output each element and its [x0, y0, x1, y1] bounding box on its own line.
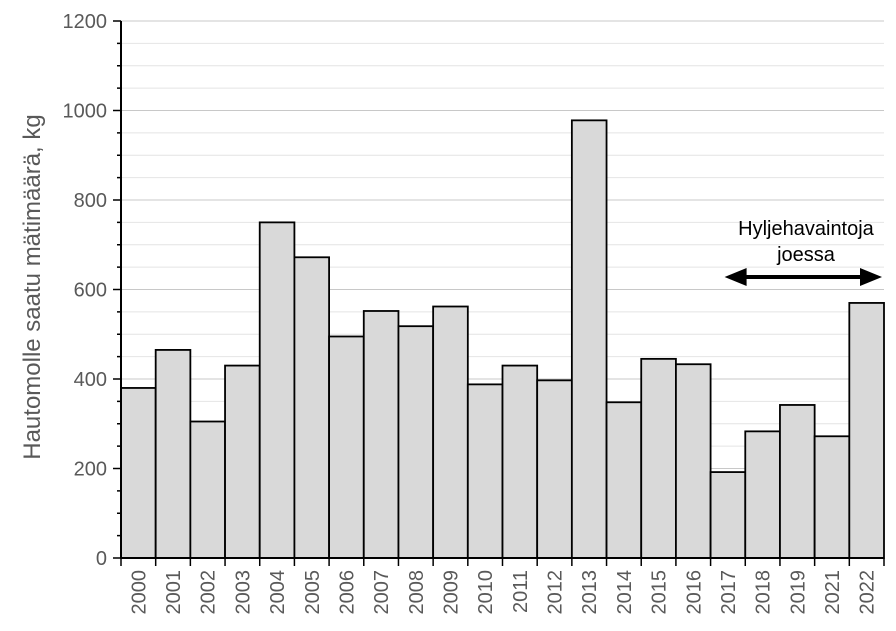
x-tick-label: 2021: [822, 570, 844, 615]
x-tick-label: 2019: [787, 570, 809, 615]
y-tick-label: 200: [74, 459, 107, 481]
bar-2010: [466, 383, 504, 559]
x-tick-label: 2022: [857, 570, 879, 615]
x-tick-label: 2008: [406, 570, 428, 615]
bar-2017: [709, 471, 747, 559]
bar-2011: [501, 364, 539, 559]
bar-2014: [605, 401, 643, 559]
y-tick-label: 1000: [63, 101, 108, 123]
x-tick-label: 2004: [267, 570, 289, 615]
x-tick-label: 2009: [440, 570, 462, 615]
x-tick-label: 2013: [579, 570, 601, 615]
bar-2003: [224, 364, 261, 559]
bar-2018: [744, 430, 781, 559]
y-tick-labels: 0 200 400 600 800 1000 1200: [63, 11, 108, 570]
y-tick-label: 800: [74, 190, 107, 212]
x-tick-label: 2007: [371, 570, 393, 615]
x-tick-label: 2002: [198, 570, 220, 615]
bar-2000: [120, 387, 157, 559]
bar-2006: [328, 335, 365, 559]
double-arrow-icon: [724, 268, 882, 286]
bar-2019: [779, 404, 816, 559]
x-tick-label: 2014: [614, 570, 636, 615]
x-tick-label: 2010: [475, 570, 497, 615]
arrow-head-left: [724, 268, 747, 286]
x-tick-label: 2017: [718, 570, 740, 615]
x-tick-label: 2015: [649, 570, 671, 615]
x-tick-labels: 2000 2001 2002 2003 2004 2005 2006 2007 2008 2009…: [128, 570, 878, 615]
bar-2007: [362, 310, 400, 559]
annotation-line-1: Hyljehavaintoja: [738, 218, 875, 240]
y-tick-label: 1200: [63, 11, 108, 33]
x-tick-label: 2006: [336, 570, 358, 615]
x-tick-label: 2011: [510, 570, 532, 613]
bar-2004: [258, 221, 296, 559]
bar-2008: [397, 325, 435, 559]
x-tick-label: 2003: [232, 570, 254, 615]
annotation-line-2: joessa: [776, 244, 836, 266]
bar-2009: [432, 305, 469, 559]
x-tick-label: 2001: [163, 570, 185, 615]
x-tick-label: 2000: [128, 570, 150, 615]
bar-2005: [293, 256, 330, 559]
bar-2001: [154, 349, 192, 559]
x-tick-label: 2016: [683, 570, 705, 615]
axes: [113, 20, 885, 566]
bar-2002: [189, 420, 226, 559]
x-tick-label: 2005: [302, 570, 324, 615]
bar-2015: [640, 357, 677, 559]
arrow-head-right: [860, 268, 882, 286]
bar-2013: [570, 119, 608, 559]
x-tick-label: 2018: [753, 570, 775, 615]
y-tick-label: 600: [74, 280, 107, 302]
bars: [120, 119, 885, 559]
bar-2022: [848, 302, 885, 559]
x-tick-label: 2012: [545, 570, 567, 615]
y-axis-label: Hautomolle saatu mätimäärä, kg: [19, 114, 46, 460]
annotation: Hyljehavaintoja joessa: [724, 218, 882, 286]
y-tick-label: 0: [96, 548, 107, 570]
y-tick-label: 400: [74, 369, 107, 391]
bar-2012: [536, 379, 573, 559]
bar-2016: [675, 363, 712, 559]
bar-2021: [813, 435, 851, 559]
